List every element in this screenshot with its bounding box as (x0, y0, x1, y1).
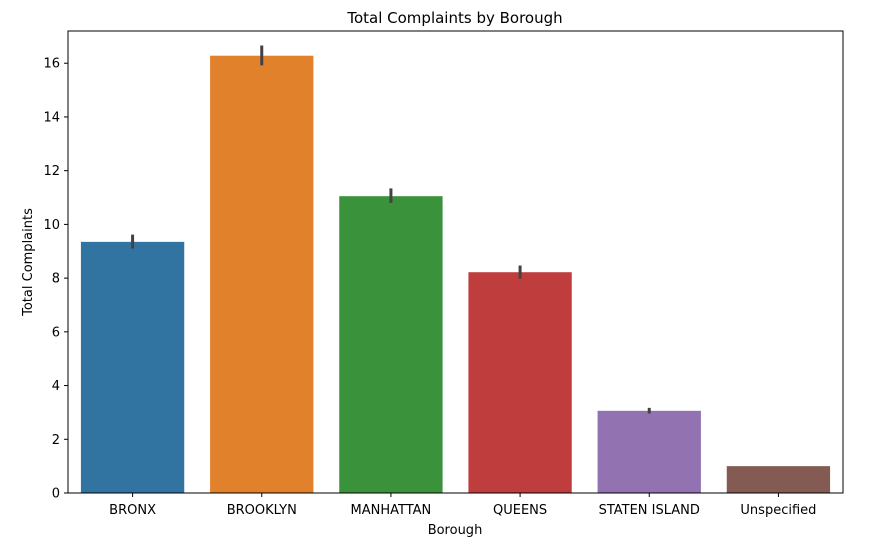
bar-brooklyn (210, 55, 314, 494)
x-tick-label: MANHATTAN (351, 503, 432, 518)
x-tick-label: QUEENS (493, 503, 547, 518)
bar-queens (468, 272, 572, 493)
y-tick-label: 10 (43, 218, 60, 233)
y-tick-label: 14 (43, 110, 60, 125)
y-tick-label: 4 (52, 379, 60, 394)
y-axis: 0 2 4 6 8 10 12 14 16 (43, 57, 68, 502)
bar-manhattan (339, 196, 443, 493)
error-bars-layer (131, 45, 651, 414)
bar-staten-island (597, 410, 701, 493)
x-axis: BRONX BROOKLYN MANHATTAN QUEENS STATEN ISLAN… (109, 493, 816, 518)
x-tick-label: STATEN ISLAND (599, 503, 700, 518)
bar-bronx (80, 241, 185, 493)
x-tick-label: BROOKLYN (227, 503, 297, 518)
bars-layer (80, 55, 831, 494)
y-tick-label: 16 (43, 57, 60, 72)
bar-unspecified (726, 466, 831, 493)
chart-title: Total Complaints by Borough (346, 9, 562, 27)
x-tick-label: Unspecified (740, 503, 816, 518)
y-tick-label: 8 (52, 272, 60, 287)
y-tick-label: 0 (52, 487, 60, 502)
x-axis-label: Borough (428, 523, 483, 538)
plot-frame (67, 30, 844, 494)
y-tick-label: 2 (52, 433, 60, 448)
y-axis-label: Total Complaints (21, 208, 36, 317)
y-tick-label: 12 (43, 164, 60, 179)
y-tick-label: 6 (52, 325, 60, 340)
x-tick-label: BRONX (109, 503, 156, 518)
